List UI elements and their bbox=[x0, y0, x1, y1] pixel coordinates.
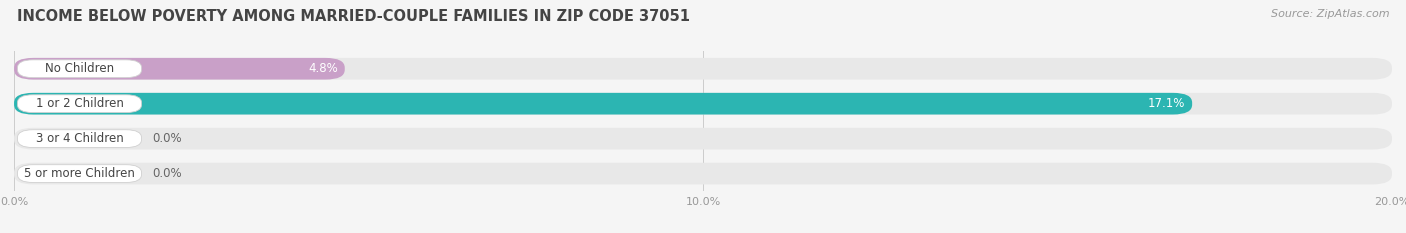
FancyBboxPatch shape bbox=[17, 60, 142, 78]
Text: No Children: No Children bbox=[45, 62, 114, 75]
Text: 0.0%: 0.0% bbox=[152, 132, 181, 145]
Text: 0.0%: 0.0% bbox=[152, 167, 181, 180]
FancyBboxPatch shape bbox=[17, 95, 142, 113]
FancyBboxPatch shape bbox=[17, 165, 142, 182]
FancyBboxPatch shape bbox=[14, 58, 1392, 80]
FancyBboxPatch shape bbox=[14, 93, 1392, 115]
Text: 17.1%: 17.1% bbox=[1147, 97, 1185, 110]
FancyBboxPatch shape bbox=[14, 58, 344, 80]
Text: Source: ZipAtlas.com: Source: ZipAtlas.com bbox=[1271, 9, 1389, 19]
FancyBboxPatch shape bbox=[14, 93, 1192, 115]
FancyBboxPatch shape bbox=[17, 130, 142, 147]
Text: 1 or 2 Children: 1 or 2 Children bbox=[35, 97, 124, 110]
Text: 4.8%: 4.8% bbox=[308, 62, 337, 75]
FancyBboxPatch shape bbox=[14, 163, 1392, 185]
Text: 3 or 4 Children: 3 or 4 Children bbox=[35, 132, 124, 145]
Text: 5 or more Children: 5 or more Children bbox=[24, 167, 135, 180]
FancyBboxPatch shape bbox=[14, 128, 1392, 150]
Text: INCOME BELOW POVERTY AMONG MARRIED-COUPLE FAMILIES IN ZIP CODE 37051: INCOME BELOW POVERTY AMONG MARRIED-COUPL… bbox=[17, 9, 690, 24]
